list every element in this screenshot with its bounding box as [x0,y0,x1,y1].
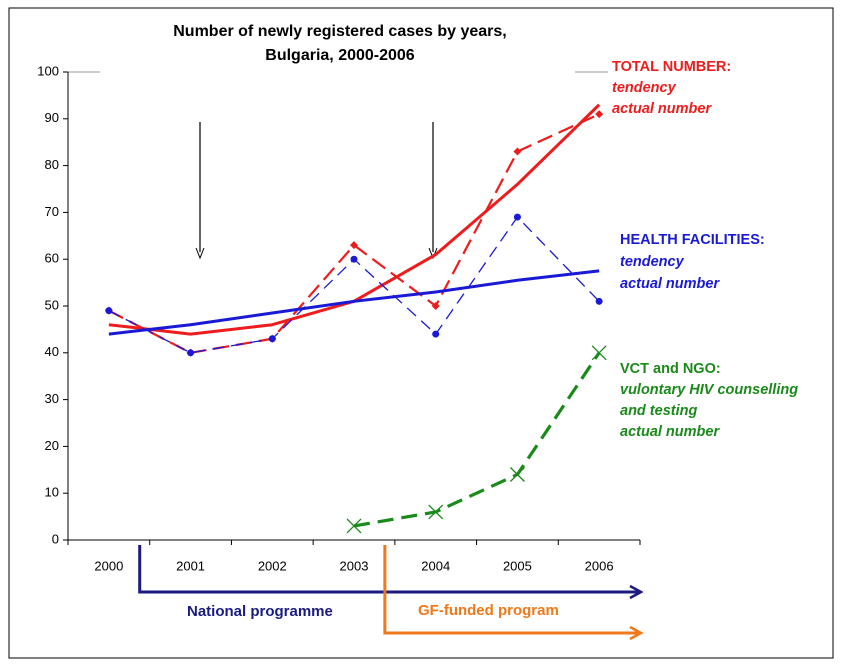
programme-arrow [138,545,638,594]
programme-arrow-head [629,584,644,600]
legend-title: TOTAL NUMBER: [612,59,731,75]
x-tick-label: 2002 [258,558,287,573]
programme-label: National programme [187,603,333,620]
point [432,330,440,338]
series-line [353,351,601,528]
y-tick-label: 80 [45,157,59,172]
series-line [108,269,600,336]
frame [8,7,834,659]
point [595,110,604,119]
legend-entry: tendency [620,254,685,270]
point [431,302,440,310]
x-tick-label: 2000 [94,558,123,573]
y-tick-label: 40 [45,344,59,359]
point [268,335,276,343]
legend-entry: actual number [612,101,712,117]
y-tick-label: 30 [45,391,59,406]
arrow-head [195,247,205,260]
programme-arrow [383,545,638,635]
y-tick-label: 60 [45,251,59,266]
point [346,518,362,534]
point [591,345,607,361]
point [509,467,525,482]
legend-entry: actual number [620,424,720,440]
chart-title: Number of newly registered cases by year… [173,23,506,40]
y-tick-label: 20 [45,438,59,453]
point [513,147,522,156]
legend-entry: tendency [612,80,677,96]
series-line [108,113,600,354]
legend-title: VCT and NGO: [620,361,721,377]
legend-entry: actual number [620,276,720,292]
legend-description: and testing [620,403,697,419]
legend-title: HEALTH FACILITIES: [620,232,765,248]
y-tick-label: 50 [45,297,59,312]
programme-label: GF-funded program [418,602,559,619]
point [105,307,113,315]
point [513,213,521,221]
y-tick-label: 100 [37,63,59,78]
x-tick-label: 2004 [421,558,450,573]
programme-arrow-head [629,625,644,641]
point [595,297,603,305]
x-tick-label: 2003 [340,558,369,573]
y-tick-label: 0 [52,531,59,546]
chart-title: Bulgaria, 2000-2006 [265,47,415,64]
x-tick-label: 2006 [585,558,614,573]
point [350,255,358,263]
arrow-head [428,247,438,260]
x-tick-label: 2001 [176,558,205,573]
y-tick-label: 10 [45,485,59,500]
x-tick-label: 2005 [503,558,532,573]
y-tick-label: 70 [45,204,59,219]
point [187,349,195,357]
y-tick-label: 90 [45,110,59,125]
series-line [108,103,601,336]
point [428,504,444,520]
legend-description: vulontary HIV counselling [620,382,798,398]
point [350,241,358,250]
